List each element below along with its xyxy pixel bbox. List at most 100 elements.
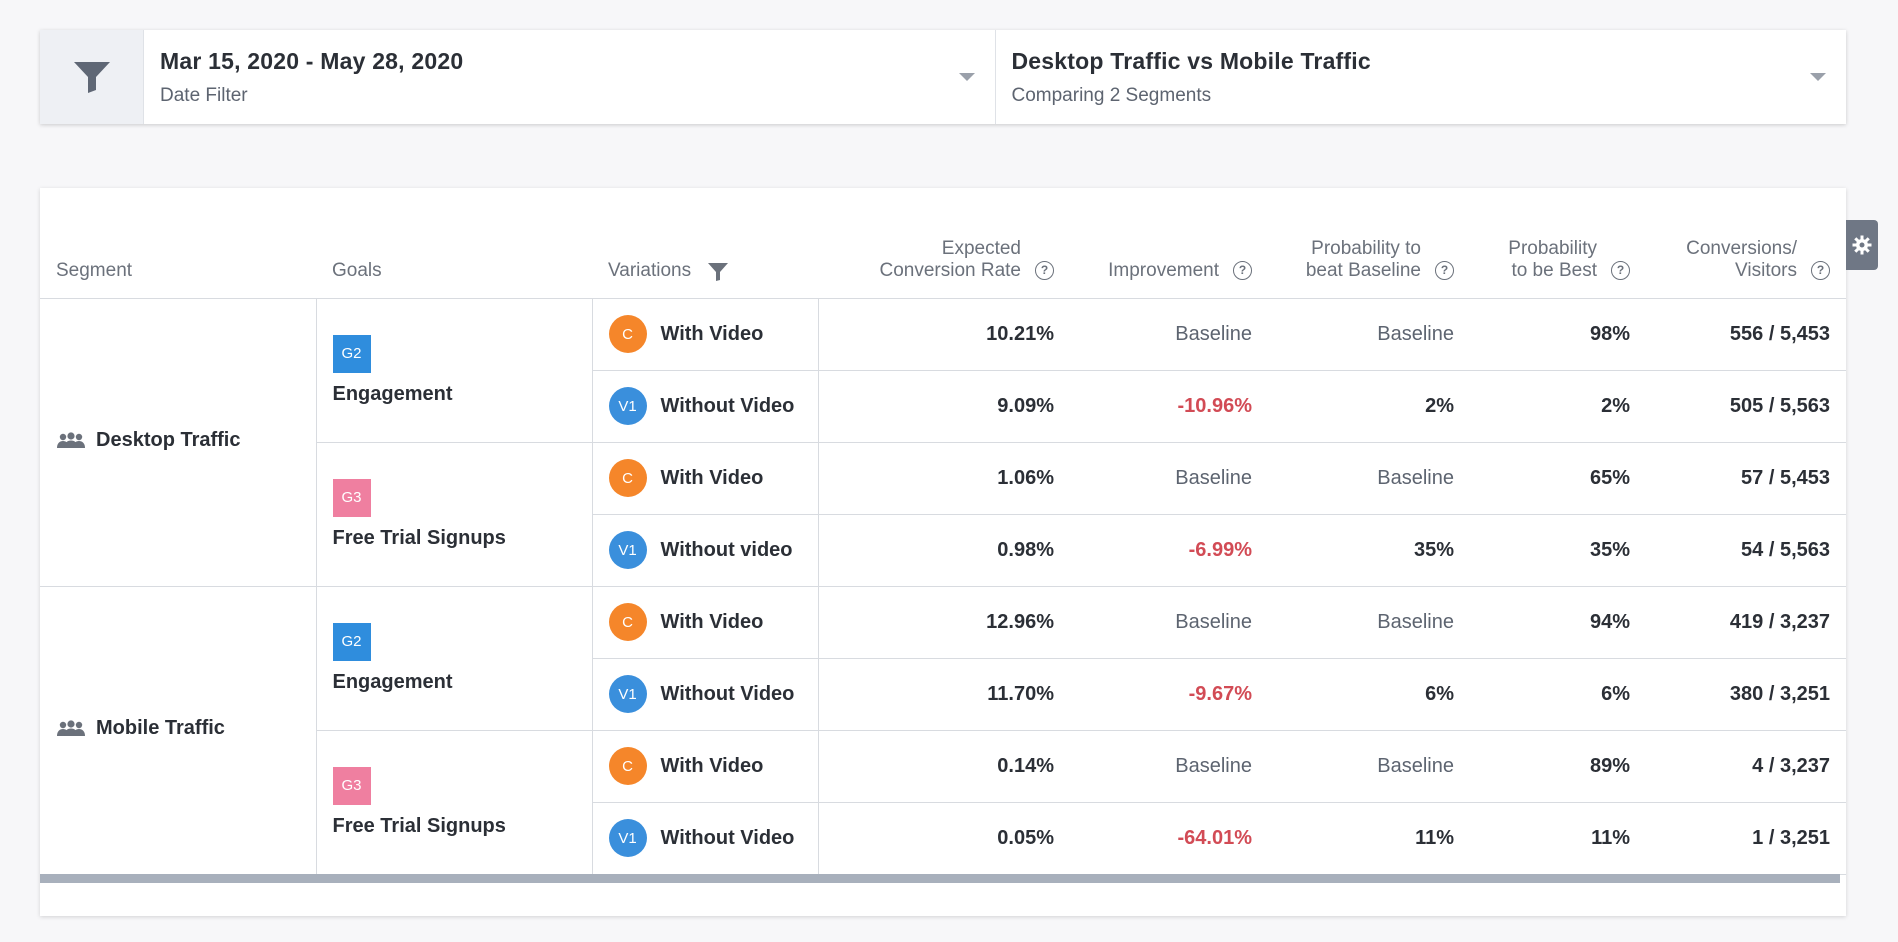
segment-name: Desktop Traffic bbox=[96, 428, 241, 451]
filter-icon bbox=[73, 62, 110, 93]
variation-cell: V1 Without Video bbox=[592, 658, 819, 731]
report-card: Segment Goals Variations Expected Convers… bbox=[40, 188, 1846, 916]
header-variations: Variations bbox=[592, 188, 818, 299]
header-ecr-line1: Expected bbox=[941, 237, 1021, 259]
improvement-value: Baseline bbox=[1070, 730, 1268, 803]
expected-conversion-rate: 0.05% bbox=[818, 802, 1070, 875]
variation-cell: C With Video bbox=[592, 586, 819, 659]
probability-best: 94% bbox=[1470, 586, 1646, 659]
help-icon[interactable]: ? bbox=[1435, 260, 1454, 280]
table-row: G3 Free Trial Signups C With Video 0.14% B… bbox=[40, 730, 1846, 874]
improvement-value: Baseline bbox=[1070, 442, 1268, 515]
improvement-value: -9.67% bbox=[1070, 658, 1268, 731]
variation-cell: C With Video bbox=[592, 298, 819, 371]
conversions-visitors: 54 / 5,563 bbox=[1646, 514, 1846, 587]
probability-best: 6% bbox=[1470, 658, 1646, 731]
probability-beat-baseline: Baseline bbox=[1268, 442, 1470, 515]
probability-best: 65% bbox=[1470, 442, 1646, 515]
gear-icon bbox=[1852, 235, 1872, 255]
variation-name[interactable]: With Video bbox=[660, 322, 764, 345]
header-ptbe-line1: Probability bbox=[1508, 237, 1597, 259]
variation-badge: V1 bbox=[608, 387, 647, 425]
variation-name[interactable]: Without Video bbox=[660, 682, 795, 705]
expected-conversion-rate: 9.09% bbox=[818, 370, 1070, 443]
probability-best: 35% bbox=[1470, 514, 1646, 587]
header-goals-label: Goals bbox=[332, 259, 382, 281]
header-variations-label: Variations bbox=[608, 259, 692, 281]
goal-badge: G2 bbox=[332, 622, 371, 661]
help-icon[interactable]: ? bbox=[1233, 260, 1252, 280]
goal-name[interactable]: Engagement bbox=[332, 670, 453, 693]
probability-best: 11% bbox=[1470, 802, 1646, 875]
date-filter-label: Date Filter bbox=[160, 85, 248, 106]
filter-button[interactable] bbox=[40, 30, 144, 124]
variation-badge: V1 bbox=[608, 675, 647, 713]
variation-name[interactable]: Without Video bbox=[660, 826, 795, 849]
goal-cell: G3 Free Trial Signups bbox=[316, 730, 593, 874]
variation-badge: V1 bbox=[608, 819, 647, 857]
goal-badge: G3 bbox=[332, 478, 371, 517]
improvement-value: Baseline bbox=[1070, 298, 1268, 371]
header-probability-beat-baseline: Probability to beat Baseline ? bbox=[1268, 188, 1470, 299]
variation-cell: V1 Without video bbox=[592, 514, 819, 587]
table-row: V1 Without Video 0.05% -64.01% 11% 11% 1 / 3,… bbox=[40, 802, 1846, 875]
variation-name[interactable]: Without Video bbox=[660, 394, 795, 417]
help-icon[interactable]: ? bbox=[1811, 260, 1830, 280]
variation-name[interactable]: With Video bbox=[660, 754, 764, 777]
segment-compare-label: Comparing 2 Segments bbox=[1011, 85, 1212, 106]
date-filter-dropdown[interactable]: Mar 15, 2020 - May 28, 2020 Date Filter bbox=[144, 30, 995, 124]
expected-conversion-rate: 0.98% bbox=[818, 514, 1070, 587]
chevron-down-icon bbox=[958, 73, 975, 81]
header-ptbb-line2: beat Baseline bbox=[1305, 259, 1421, 281]
header-probability-best: Probability to be Best ? bbox=[1470, 188, 1646, 299]
goal-name[interactable]: Engagement bbox=[332, 382, 453, 405]
segment-compare-dropdown[interactable]: Desktop Traffic vs Mobile Traffic Compar… bbox=[994, 30, 1847, 124]
probability-beat-baseline: Baseline bbox=[1268, 730, 1470, 803]
variation-badge: C bbox=[608, 603, 647, 641]
header-improvement-label: Improvement bbox=[1108, 259, 1219, 281]
goal-cell: G2 Engagement bbox=[316, 298, 593, 443]
segment-users-icon bbox=[57, 720, 85, 737]
help-icon[interactable]: ? bbox=[1035, 260, 1054, 280]
variation-badge: C bbox=[608, 315, 647, 353]
table-row: V1 Without video 0.98% -6.99% 35% 35% 54 / 5,… bbox=[40, 514, 1846, 587]
expected-conversion-rate: 10.21% bbox=[818, 298, 1070, 371]
header-conv-line2: Visitors bbox=[1735, 259, 1797, 281]
conversions-visitors: 4 / 3,237 bbox=[1646, 730, 1846, 803]
goal-name[interactable]: Free Trial Signups bbox=[332, 526, 506, 549]
improvement-value: -6.99% bbox=[1070, 514, 1268, 587]
goal-badge: G3 bbox=[332, 766, 371, 805]
help-icon[interactable]: ? bbox=[1611, 260, 1630, 280]
variation-badge: C bbox=[608, 747, 647, 785]
header-segment: Segment bbox=[40, 188, 316, 299]
header-goals: Goals bbox=[316, 188, 592, 299]
probability-beat-baseline: Baseline bbox=[1268, 298, 1470, 371]
header-conv-line1: Conversions/ bbox=[1686, 237, 1797, 259]
goal-name[interactable]: Free Trial Signups bbox=[332, 814, 506, 837]
improvement-value: -10.96% bbox=[1070, 370, 1268, 443]
variations-filter-icon[interactable] bbox=[707, 262, 729, 282]
variation-badge: V1 bbox=[608, 531, 647, 569]
variation-name[interactable]: With Video bbox=[660, 466, 764, 489]
variation-name[interactable]: Without video bbox=[660, 538, 793, 561]
report-body: Desktop Traffic G2 Engagement C With Vid… bbox=[40, 298, 1846, 875]
improvement-value: -64.01% bbox=[1070, 802, 1268, 875]
table-row: G3 Free Trial Signups C With Video 1.06% B… bbox=[40, 442, 1846, 587]
segment-cell: Mobile Traffic bbox=[40, 586, 317, 875]
table-row: V1 Without Video 9.09% -10.96% 2% 2% 505 / 5,… bbox=[40, 370, 1846, 443]
variation-name[interactable]: With Video bbox=[660, 610, 764, 633]
expected-conversion-rate: 11.70% bbox=[818, 658, 1070, 731]
table-row: V1 Without Video 11.70% -9.67% 6% 6% 380 / 3,… bbox=[40, 658, 1846, 731]
conversions-visitors: 380 / 3,251 bbox=[1646, 658, 1846, 731]
header-ptbe-line2: to be Best bbox=[1511, 259, 1597, 281]
horizontal-scrollbar[interactable] bbox=[40, 874, 1840, 883]
date-filter-title: Mar 15, 2020 - May 28, 2020 bbox=[160, 48, 464, 74]
variation-cell: C With Video bbox=[592, 730, 819, 803]
probability-beat-baseline: Baseline bbox=[1268, 586, 1470, 659]
probability-beat-baseline: 35% bbox=[1268, 514, 1470, 587]
variation-cell: V1 Without Video bbox=[592, 802, 819, 875]
settings-button[interactable] bbox=[1846, 220, 1878, 270]
segment-users-icon bbox=[57, 432, 85, 449]
conversions-visitors: 505 / 5,563 bbox=[1646, 370, 1846, 443]
goal-cell: G3 Free Trial Signups bbox=[316, 442, 593, 587]
